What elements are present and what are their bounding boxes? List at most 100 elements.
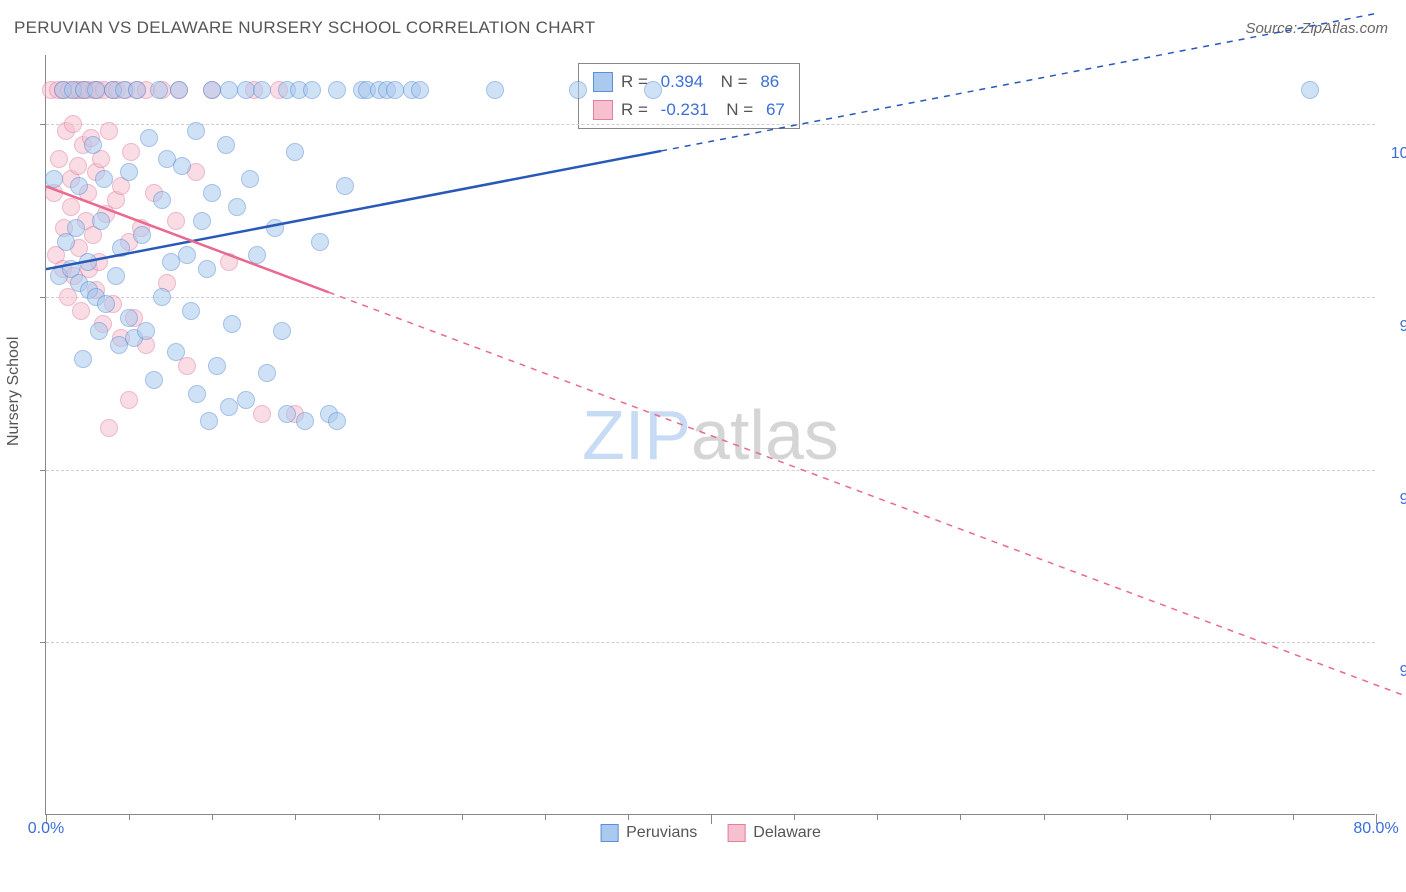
point-peruvians (97, 295, 115, 313)
legend-stat-row: R = -0.231 N = 67 (593, 100, 785, 120)
x-tick (1127, 814, 1128, 820)
legend-n-label: N = (711, 72, 752, 92)
point-peruvians (137, 322, 155, 340)
point-peruvians (223, 315, 241, 333)
point-delaware (50, 150, 68, 168)
series-legend-label: Delaware (753, 824, 821, 842)
x-tick (545, 814, 546, 820)
point-peruvians (203, 184, 221, 202)
gridline (46, 124, 1375, 125)
point-delaware (64, 115, 82, 133)
stats-legend: R = 0.394 N = 86 R = -0.231 N = 67 (578, 63, 800, 129)
plot-area: ZIPatlas R = 0.394 N = 86 R = -0.231 N = … (45, 55, 1375, 815)
point-peruvians (170, 81, 188, 99)
point-peruvians (200, 412, 218, 430)
legend-n-label: N = (717, 100, 758, 120)
point-peruvians (153, 191, 171, 209)
point-peruvians (45, 170, 63, 188)
legend-n-value: 86 (760, 72, 779, 92)
point-peruvians (198, 260, 216, 278)
point-peruvians (336, 177, 354, 195)
point-delaware (100, 122, 118, 140)
point-peruvians (107, 267, 125, 285)
point-peruvians (266, 219, 284, 237)
point-peruvians (145, 371, 163, 389)
legend-swatch (593, 72, 613, 92)
point-peruvians (237, 81, 255, 99)
point-peruvians (120, 309, 138, 327)
point-peruvians (167, 343, 185, 361)
point-peruvians (112, 239, 130, 257)
point-delaware (120, 391, 138, 409)
watermark-zip: ZIP (582, 396, 691, 474)
x-tick (462, 814, 463, 820)
x-tick (1044, 814, 1045, 820)
point-peruvians (133, 226, 151, 244)
point-peruvians (311, 233, 329, 251)
point-peruvians (228, 198, 246, 216)
point-peruvians (188, 385, 206, 403)
point-peruvians (128, 81, 146, 99)
point-peruvians (241, 170, 259, 188)
point-peruvians (386, 81, 404, 99)
point-peruvians (303, 81, 321, 99)
point-peruvians (79, 253, 97, 271)
x-tick (129, 814, 130, 820)
legend-r-label: R = (621, 100, 653, 120)
point-delaware (253, 405, 271, 423)
legend-stat-row: R = 0.394 N = 86 (593, 72, 785, 92)
point-peruvians (150, 81, 168, 99)
point-peruvians (286, 143, 304, 161)
y-tick-label: 100.0% (1385, 145, 1406, 163)
y-axis-label: Nursery School (5, 337, 23, 446)
point-peruvians (569, 81, 587, 99)
y-tick-label: 92.5% (1385, 663, 1406, 681)
point-peruvians (92, 212, 110, 230)
x-tick-label: 80.0% (1353, 820, 1398, 838)
trendline-delaware (46, 55, 1376, 815)
series-legend: Peruvians Delaware (600, 824, 821, 842)
source-attribution: Source: ZipAtlas.com (1245, 20, 1388, 37)
point-peruvians (486, 81, 504, 99)
point-peruvians (1301, 81, 1319, 99)
x-tick (295, 814, 296, 820)
legend-r-value: -0.231 (661, 100, 709, 120)
x-tick (960, 814, 961, 820)
point-delaware (62, 198, 80, 216)
point-peruvians (67, 219, 85, 237)
x-tick (794, 814, 795, 820)
point-peruvians (173, 157, 191, 175)
y-tick-label: 95.0% (1385, 491, 1406, 509)
point-peruvians (95, 170, 113, 188)
point-peruvians (187, 122, 205, 140)
point-peruvians (411, 81, 429, 99)
x-tick (379, 814, 380, 820)
point-peruvians (153, 288, 171, 306)
point-peruvians (296, 412, 314, 430)
point-peruvians (258, 364, 276, 382)
series-legend-item: Delaware (727, 824, 821, 842)
point-peruvians (162, 253, 180, 271)
point-peruvians (328, 412, 346, 430)
point-peruvians (140, 129, 158, 147)
point-delaware (69, 157, 87, 175)
point-peruvians (178, 246, 196, 264)
legend-swatch (727, 824, 745, 842)
gridline (46, 642, 1375, 643)
legend-swatch (600, 824, 618, 842)
point-peruvians (203, 81, 221, 99)
point-peruvians (87, 81, 105, 99)
watermark: ZIPatlas (582, 395, 839, 475)
series-legend-label: Peruvians (626, 824, 697, 842)
point-delaware (178, 357, 196, 375)
chart-container: PERUVIAN VS DELAWARE NURSERY SCHOOL CORR… (0, 0, 1406, 892)
point-peruvians (208, 357, 226, 375)
x-tick (628, 814, 629, 820)
series-legend-item: Peruvians (600, 824, 697, 842)
x-tick-label: 0.0% (28, 820, 64, 838)
x-tick (1293, 814, 1294, 820)
point-delaware (100, 419, 118, 437)
point-peruvians (217, 136, 235, 154)
x-tick (1210, 814, 1211, 820)
legend-n-value: 67 (766, 100, 785, 120)
